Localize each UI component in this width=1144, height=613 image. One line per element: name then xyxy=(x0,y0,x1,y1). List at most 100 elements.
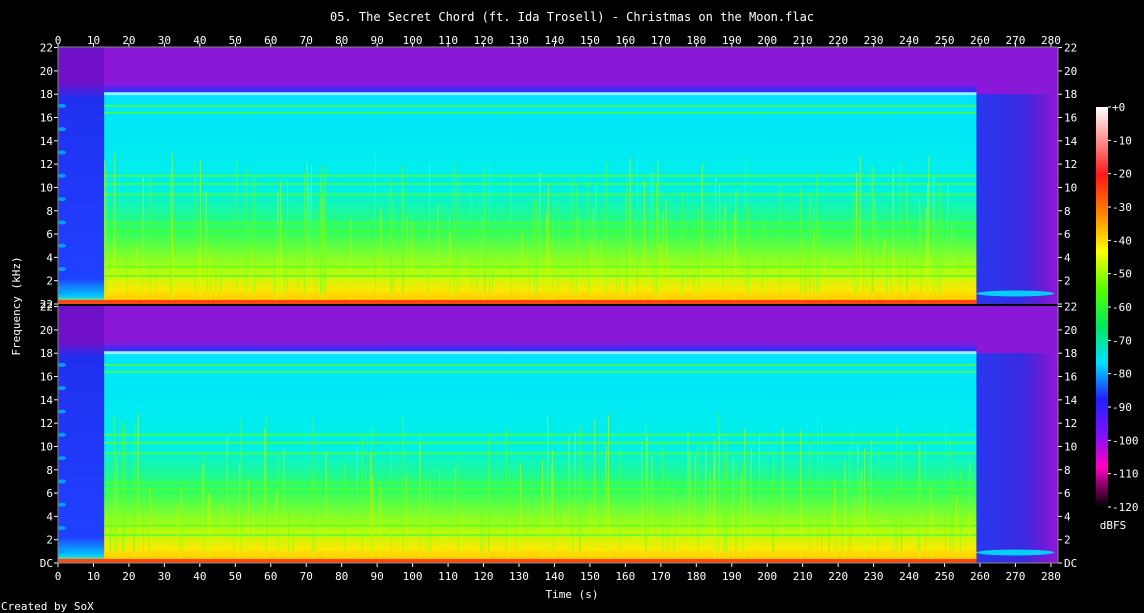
transient-streak xyxy=(253,491,255,563)
transient-streak xyxy=(748,206,750,304)
edge-pulse xyxy=(58,526,66,531)
transient-streak xyxy=(623,246,625,304)
transient-streak xyxy=(662,212,664,304)
y-tick-label-right: 4 xyxy=(1064,510,1071,523)
transient-streak xyxy=(361,436,363,563)
edge-pulse xyxy=(58,243,66,248)
tonal-line xyxy=(104,174,977,177)
transient-streak xyxy=(449,255,451,304)
transient-streak xyxy=(877,446,879,563)
tail-fade-region xyxy=(976,94,1055,305)
y-tick-label-right: 6 xyxy=(1064,228,1071,241)
transient-streak xyxy=(896,426,898,563)
y-tick-label-left: 12 xyxy=(40,158,53,171)
transient-streak xyxy=(856,174,858,304)
transient-streak xyxy=(820,420,822,563)
edge-pulse xyxy=(58,502,66,507)
transient-streak xyxy=(920,215,922,304)
transient-streak xyxy=(709,472,711,563)
transient-streak xyxy=(276,490,278,563)
transient-streak xyxy=(279,512,281,563)
transient-streak xyxy=(148,488,150,563)
transient-streak xyxy=(590,242,592,304)
transient-streak xyxy=(856,172,858,304)
transient-streak xyxy=(575,185,577,304)
transient-streak xyxy=(245,168,247,304)
transient-streak xyxy=(871,167,873,304)
x-tick-label-bottom: 140 xyxy=(545,570,565,583)
transient-streak xyxy=(805,244,807,304)
transient-streak xyxy=(273,254,275,304)
transient-streak xyxy=(678,505,680,563)
colorbar-tick-label: +0 xyxy=(1112,101,1125,114)
transient-streak xyxy=(944,423,946,563)
transient-streak xyxy=(479,511,481,563)
y-tick-label-left: 14 xyxy=(40,135,54,148)
colorbar-tick-label: -50 xyxy=(1112,268,1132,281)
transient-streak xyxy=(403,187,405,304)
transient-streak xyxy=(742,462,744,563)
x-tick-label-bottom: 20 xyxy=(122,570,135,583)
x-tick-label-bottom: 260 xyxy=(970,570,990,583)
colorbar-tick-label: -10 xyxy=(1112,134,1132,147)
y-tick-label-left: 4 xyxy=(46,251,53,264)
x-tick-label-bottom: 250 xyxy=(935,570,955,583)
transient-streak xyxy=(947,184,949,304)
transient-streak xyxy=(930,512,932,563)
x-tick-label-bottom: 200 xyxy=(757,570,777,583)
transient-streak xyxy=(123,425,125,563)
edge-pulse xyxy=(58,127,66,132)
transient-streak xyxy=(932,508,934,563)
transient-streak xyxy=(551,240,553,304)
y-tick-label-left: 22 xyxy=(40,301,53,314)
x-tick-label-top: 240 xyxy=(899,34,919,47)
transient-streak xyxy=(949,438,951,563)
transient-streak xyxy=(254,178,256,304)
transient-streak xyxy=(579,426,581,563)
colorbar-tick-label: -80 xyxy=(1112,368,1132,381)
transient-streak xyxy=(893,251,895,304)
x-tick-label-bottom: 270 xyxy=(1006,570,1026,583)
transient-streak xyxy=(828,509,830,563)
transient-streak xyxy=(824,252,826,304)
transient-streak xyxy=(283,449,285,563)
transient-streak xyxy=(116,457,118,563)
transient-streak xyxy=(809,191,811,304)
transient-streak xyxy=(419,435,421,563)
transient-streak xyxy=(457,458,459,563)
x-tick-label-top: 50 xyxy=(229,34,242,47)
transient-streak xyxy=(450,232,452,304)
x-tick-label-bottom: 150 xyxy=(580,570,600,583)
transient-streak xyxy=(735,462,737,563)
transient-streak xyxy=(969,459,971,563)
low-energy-band xyxy=(104,292,977,304)
transient-streak xyxy=(488,456,490,563)
transient-streak xyxy=(505,429,507,563)
transient-streak xyxy=(933,177,935,304)
transient-streak xyxy=(568,434,570,563)
transient-streak xyxy=(325,452,327,563)
y-tick-label-left: 22 xyxy=(40,298,53,311)
transient-streak xyxy=(714,454,716,563)
x-tick-label-top: 130 xyxy=(509,34,529,47)
transient-streak xyxy=(104,160,106,304)
y-tick-label-right: 6 xyxy=(1064,487,1071,500)
x-tick-label-top: 230 xyxy=(864,34,884,47)
transient-streak xyxy=(393,201,395,304)
transient-streak xyxy=(276,254,278,304)
x-tick-label-bottom: 70 xyxy=(300,570,313,583)
transient-streak xyxy=(236,160,238,304)
edge-pulse xyxy=(58,197,66,202)
x-tick-label-bottom: 220 xyxy=(828,570,848,583)
transient-streak xyxy=(588,180,590,304)
cutoff-line xyxy=(104,92,977,96)
transient-streak xyxy=(546,213,548,304)
transient-streak xyxy=(390,178,392,304)
y-tick-label-right: 20 xyxy=(1064,324,1077,337)
transient-streak xyxy=(813,208,815,304)
tonal-line xyxy=(104,222,977,225)
transient-streak xyxy=(592,209,594,304)
transient-streak xyxy=(715,176,717,304)
y-tick-label-left: 22 xyxy=(40,42,53,55)
x-tick-label-bottom: 120 xyxy=(474,570,494,583)
